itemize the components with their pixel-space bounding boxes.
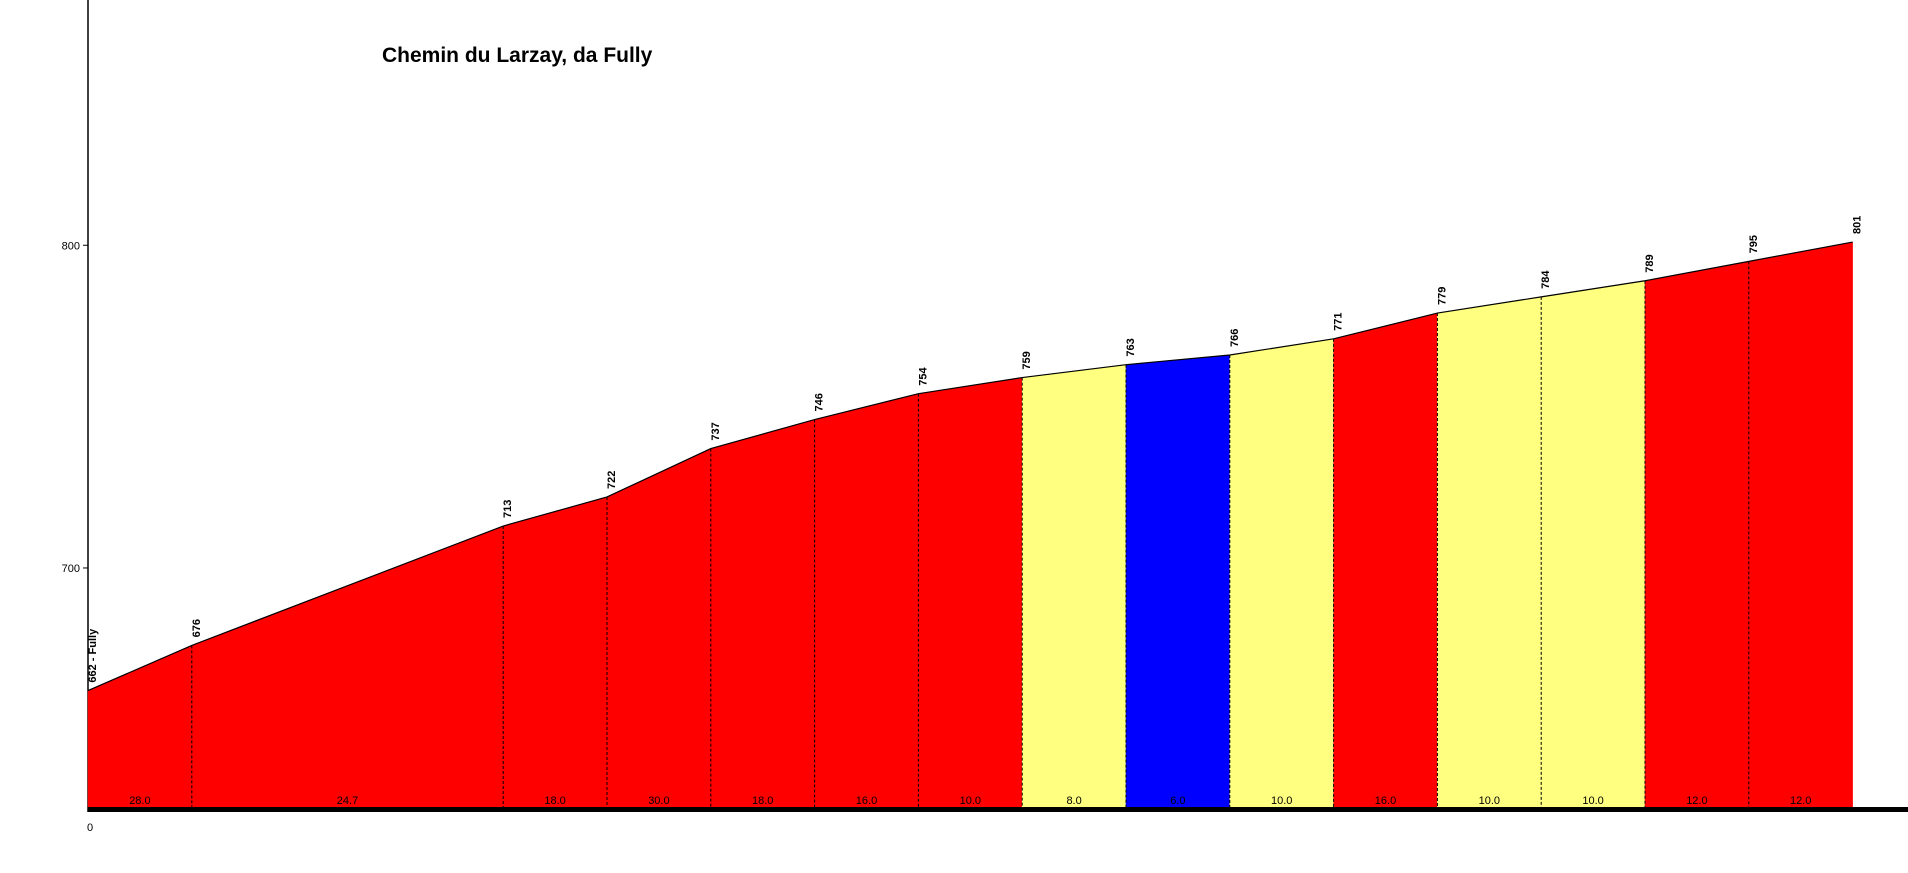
profile-segment [814,393,919,808]
elevation-label: 779 [1436,287,1448,305]
y-tick-label: 800 [62,240,80,252]
y-tick-label: 700 [62,563,80,575]
profile-segment [502,496,608,808]
chart-title: Chemin du Larzay, da Fully [382,44,653,67]
segment-grade-label: 16.0 [1375,795,1396,807]
segment-grade-label: 28.0 [129,795,150,807]
profile-segment [1644,261,1750,808]
segment-grade-label: 10.0 [1479,795,1500,807]
x-axis-start-label: 0 [87,822,93,834]
elevation-label: 746 [814,393,826,411]
segment-grade-label: 10.0 [1271,795,1292,807]
segment-grade-label: 10.0 [960,795,981,807]
elevation-label: 759 [1021,351,1033,369]
elevation-label: 784 [1540,270,1552,289]
outline-layer [87,241,1853,692]
profile-segment [1540,280,1646,808]
elevation-label: 737 [710,422,722,440]
profile-segment [1333,312,1438,808]
grade-labels-layer: 28.0 24.7 18.0 30.0 18.0 16.0 10.0 8.0 6.0 10.0 16… [129,795,1811,807]
segment-grade-label: 10.0 [1582,795,1603,807]
segment-grade-label: 16.0 [856,795,877,807]
elevation-label: 754 [917,366,929,385]
segment-grade-label: 24.7 [337,795,358,807]
elevation-label: 662 - Fully [87,628,99,683]
elevation-label: 676 [191,619,203,637]
elevation-label: 795 [1748,235,1760,253]
profile-line [87,241,1853,692]
elevation-label: 789 [1644,254,1656,272]
elevation-label: 763 [1125,338,1137,356]
profile-segment [710,419,815,808]
segment-grade-label: 8.0 [1066,795,1081,807]
segment-grade-label: 6.0 [1170,795,1185,807]
elevation-label: 722 [606,471,618,489]
profile-segment [918,377,1023,808]
segment-grade-label: 30.0 [648,795,669,807]
elevation-labels-layer: 662 - Fully 676 713 722 737 746 754 759 763 766 77… [87,216,1864,683]
profile-segment [1229,338,1334,808]
elevation-label: 713 [502,500,514,518]
profile-segment [1437,296,1542,808]
x-axis-baseline [88,807,1908,812]
dividers-layer [191,261,1750,807]
profile-segment [1125,354,1231,808]
elevation-label: 771 [1333,312,1345,330]
segment-grade-label: 12.0 [1686,795,1707,807]
segments-layer [87,241,1853,808]
segment-grade-label: 18.0 [544,795,565,807]
profile-segment [191,525,504,808]
y-ticks-layer: 700 800 [62,240,88,575]
elevation-label: 801 [1852,216,1864,234]
elevation-label: 766 [1229,329,1241,347]
profile-segment [1021,364,1127,808]
segment-grade-label: 12.0 [1790,795,1811,807]
profile-segment [1748,241,1853,808]
profile-segment [87,645,193,808]
segment-grade-label: 18.0 [752,795,773,807]
profile-segment [606,448,712,808]
